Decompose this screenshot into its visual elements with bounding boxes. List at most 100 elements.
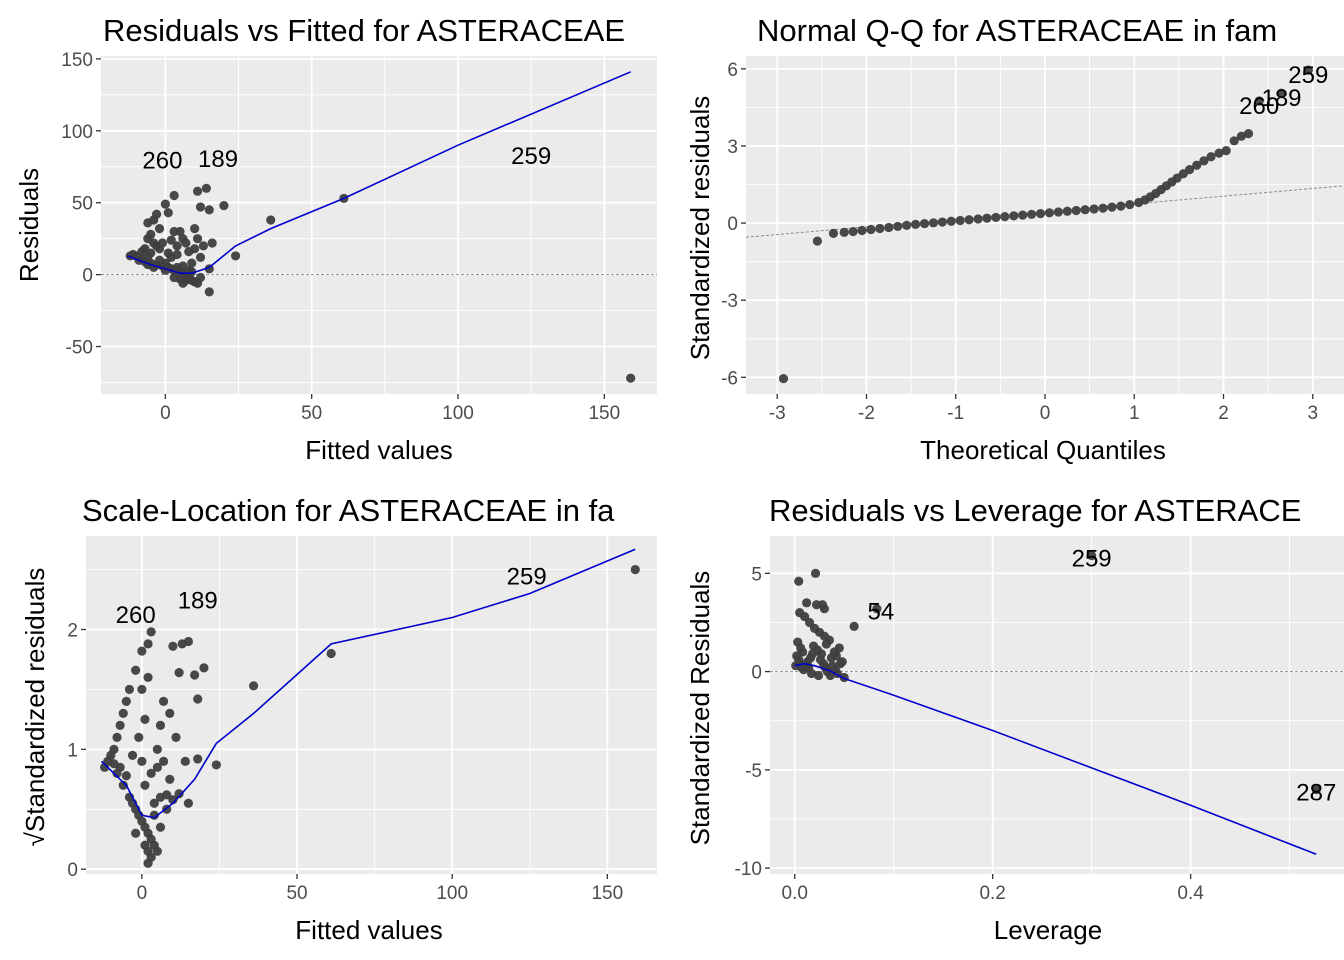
data-point	[146, 768, 156, 778]
panel-scale-location: Scale-Location for ASTERACEAE in fa 260 1…	[20, 493, 657, 945]
x-tick-label: 50	[301, 403, 322, 424]
data-point	[919, 218, 930, 229]
point-label: 260	[1239, 93, 1279, 120]
data-point	[163, 208, 173, 218]
data-point	[109, 759, 119, 769]
data-point	[195, 202, 206, 212]
data-point	[158, 756, 169, 766]
data-point	[155, 822, 166, 832]
data-point	[193, 754, 203, 764]
data-point	[626, 373, 636, 383]
data-point	[152, 762, 162, 772]
panel-residuals-vs-leverage: Residuals vs Leverage for ASTERACE 259 54…	[685, 493, 1344, 945]
data-point	[1089, 204, 1099, 214]
data-point	[937, 217, 947, 227]
y-tick-label: 100	[61, 122, 93, 143]
data-point	[1221, 145, 1231, 156]
y-axis-title: Residuals	[14, 168, 44, 282]
data-point	[118, 708, 128, 718]
data-point	[137, 756, 147, 766]
data-point	[195, 272, 206, 283]
data-point	[154, 255, 165, 265]
data-point	[121, 696, 131, 707]
data-point	[1125, 199, 1135, 210]
data-point	[1184, 165, 1195, 175]
data-point	[165, 708, 175, 718]
panel-title: Residuals vs Leverage for ASTERACE	[769, 493, 1301, 528]
panel-title: Residuals vs Fitted for ASTERACEAE	[103, 13, 625, 48]
x-tick-label: 0	[137, 883, 148, 904]
data-point	[1303, 65, 1313, 75]
data-point	[201, 183, 211, 193]
data-point	[1071, 205, 1081, 216]
data-point	[848, 226, 858, 237]
data-point	[928, 218, 939, 228]
data-point	[964, 215, 974, 225]
data-point	[140, 714, 150, 724]
data-point	[1053, 207, 1063, 217]
data-point	[910, 219, 921, 229]
data-point	[152, 744, 162, 754]
point-label: 259	[507, 564, 547, 591]
x-tick-label: 2	[1218, 403, 1229, 424]
data-point	[211, 760, 221, 770]
plot-background	[86, 536, 657, 874]
data-point	[884, 222, 894, 233]
smooth-line	[794, 662, 1317, 856]
data-point	[204, 287, 214, 297]
data-point	[813, 670, 824, 681]
y-tick-label: -10	[735, 859, 762, 880]
data-point	[1035, 208, 1046, 219]
data-point	[199, 663, 209, 673]
data-point	[1044, 208, 1055, 218]
point-label: 189	[178, 588, 218, 615]
y-axis-title: Standardized residuals	[685, 96, 715, 361]
data-point	[816, 649, 827, 659]
data-point	[137, 684, 147, 695]
smooth-line	[127, 71, 632, 274]
data-point	[1276, 88, 1287, 98]
data-point	[181, 238, 191, 248]
data-point	[849, 621, 859, 631]
data-point	[171, 732, 181, 742]
data-point	[326, 648, 336, 659]
x-tick-label: 100	[442, 403, 474, 424]
data-point	[165, 774, 175, 784]
data-point	[100, 762, 110, 772]
data-point	[857, 225, 867, 236]
data-point	[143, 846, 153, 856]
x-tick-label: 0.4	[1177, 883, 1204, 904]
data-point	[137, 646, 147, 656]
data-point	[794, 576, 804, 586]
data-point	[1080, 205, 1090, 215]
data-point	[207, 238, 217, 248]
x-axis-title: Fitted values	[305, 435, 452, 465]
data-point	[155, 720, 166, 730]
y-tick-label: 2	[67, 620, 78, 641]
point-label: 260	[116, 602, 156, 629]
panel-title: Scale-Location for ASTERACEAE in fa	[82, 493, 615, 528]
data-point	[1311, 784, 1321, 795]
data-point	[169, 272, 179, 283]
panel-normal-qq: Normal Q-Q for ASTERACEAE in fam 2601892…	[685, 13, 1344, 465]
data-point	[955, 215, 965, 226]
data-point	[1206, 152, 1216, 162]
data-point	[946, 216, 956, 226]
x-tick-label: 100	[436, 883, 468, 904]
x-tick-label: 150	[591, 883, 623, 904]
data-point	[190, 223, 200, 234]
data-point	[204, 205, 214, 215]
data-point	[127, 750, 138, 760]
x-tick-label: -2	[858, 403, 875, 424]
y-tick-label: 6	[727, 60, 738, 81]
data-point	[131, 665, 141, 675]
data-point	[821, 639, 832, 649]
data-point	[183, 798, 194, 808]
y-tick-label: 3	[727, 137, 738, 158]
data-point	[630, 564, 640, 575]
data-point	[152, 846, 162, 856]
data-point	[831, 651, 841, 661]
data-point	[168, 795, 178, 805]
data-point	[174, 668, 184, 678]
y-tick-label: 0	[67, 860, 78, 881]
